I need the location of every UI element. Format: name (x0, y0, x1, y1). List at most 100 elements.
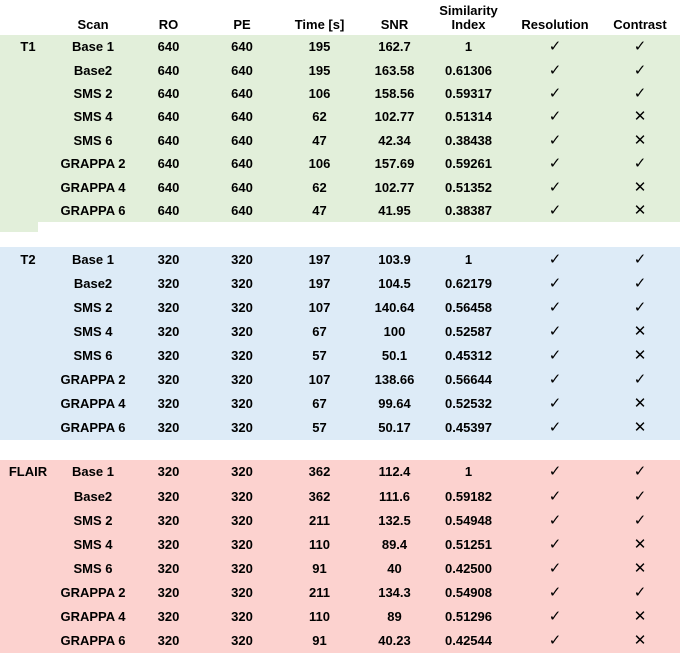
ro-cell: 320 (157, 608, 180, 624)
cross-icon: ✕ (633, 535, 647, 553)
snr-cell: 111.6 (378, 488, 411, 504)
snr-cell: 163.58 (374, 62, 415, 78)
ro-cell: 640 (157, 109, 180, 125)
check-icon: ✓ (548, 511, 562, 529)
table-header-row: Scan RO PE Time [s] SNR Similarity Index… (0, 0, 680, 35)
cross-icon: ✕ (633, 178, 647, 196)
check-icon: ✓ (633, 487, 647, 505)
pe-cell: 320 (231, 348, 253, 364)
similarity-cell: 0.45397 (445, 420, 492, 436)
snr-cell: 50.17 (378, 420, 411, 436)
cross-icon: ✕ (633, 607, 647, 625)
scan-cell: SMS 4 (73, 109, 113, 125)
scan-cell: GRAPPA 4 (60, 396, 126, 412)
pe-cell: 640 (231, 179, 253, 195)
similarity-cell: 0.56458 (445, 299, 492, 315)
snr-cell: 41.95 (378, 202, 411, 218)
time-cell: 62 (312, 179, 327, 195)
check-icon: ✓ (548, 371, 562, 389)
scan-cell: GRAPPA 2 (60, 584, 126, 600)
pe-cell: 320 (231, 536, 253, 552)
column-header-resolution: Resolution (521, 17, 589, 32)
ro-cell: 640 (157, 156, 180, 172)
check-icon: ✓ (548, 535, 562, 553)
cross-icon: ✕ (633, 131, 647, 149)
row-label-empty (0, 129, 56, 152)
check-icon: ✓ (548, 463, 562, 481)
time-cell: 47 (312, 202, 327, 218)
snr-cell: 162.7 (378, 39, 411, 55)
similarity-cell: 0.45312 (445, 348, 492, 364)
pe-cell: 320 (231, 464, 253, 480)
snr-cell: 50.1 (381, 348, 408, 364)
similarity-cell: 0.59182 (445, 488, 492, 504)
snr-cell: 134.3 (378, 584, 411, 600)
section-label-t1: T1 (20, 39, 36, 55)
check-icon: ✓ (633, 274, 647, 292)
snr-cell: 100 (383, 323, 406, 339)
cross-icon: ✕ (633, 419, 647, 437)
snr-cell: 112.4 (378, 464, 411, 480)
snr-cell: 40 (387, 560, 402, 576)
ro-cell: 320 (157, 372, 180, 388)
check-icon: ✓ (633, 155, 647, 173)
check-icon: ✓ (548, 395, 562, 413)
row-label-empty (0, 629, 56, 653)
pe-cell: 320 (231, 584, 253, 600)
pe-cell: 640 (231, 202, 253, 218)
column-header-scan: Scan (77, 17, 109, 32)
snr-cell: 157.69 (374, 156, 415, 172)
snr-cell: 89 (387, 608, 402, 624)
time-cell: 197 (308, 251, 331, 267)
time-cell: 110 (309, 608, 330, 624)
similarity-cell: 0.61306 (445, 62, 492, 78)
similarity-cell: 0.51296 (445, 608, 492, 624)
row-label-empty (0, 199, 56, 222)
ro-cell: 320 (157, 275, 180, 291)
ro-cell: 320 (157, 420, 180, 436)
ro-cell: 640 (157, 39, 180, 55)
check-icon: ✓ (548, 155, 562, 173)
ro-cell: 320 (157, 251, 180, 267)
scan-cell: GRAPPA 6 (60, 633, 126, 649)
pe-cell: 640 (231, 85, 253, 101)
pe-cell: 320 (231, 275, 253, 291)
row-label-empty (0, 295, 56, 319)
scan-cell: Base 1 (72, 464, 114, 480)
scan-cell: GRAPPA 4 (60, 179, 126, 195)
pe-cell: 320 (231, 608, 253, 624)
time-cell: 47 (312, 132, 327, 148)
check-icon: ✓ (548, 38, 562, 56)
check-icon: ✓ (548, 559, 562, 577)
snr-cell: 140.64 (374, 299, 415, 315)
ro-cell: 320 (157, 299, 180, 315)
time-cell: 91 (312, 560, 327, 576)
cross-icon: ✕ (633, 201, 647, 219)
check-icon: ✓ (548, 201, 562, 219)
check-icon: ✓ (633, 61, 647, 79)
similarity-cell: 1 (464, 464, 473, 480)
similarity-cell: 0.54948 (445, 512, 492, 528)
snr-cell: 104.5 (378, 275, 411, 291)
pe-cell: 320 (231, 396, 253, 412)
similarity-cell: 0.52532 (445, 396, 492, 412)
scan-cell: GRAPPA 4 (60, 608, 126, 624)
column-header-time: Time [s] (294, 17, 345, 32)
check-icon: ✓ (548, 583, 562, 601)
scan-cell: Base 1 (72, 39, 114, 55)
ro-cell: 640 (157, 202, 180, 218)
ro-cell: 320 (157, 584, 180, 600)
column-header-ro: RO (158, 17, 179, 32)
time-cell: 107 (308, 299, 331, 315)
time-cell: 67 (312, 396, 327, 412)
check-icon: ✓ (548, 487, 562, 505)
time-cell: 57 (312, 348, 327, 364)
pe-cell: 320 (231, 488, 253, 504)
check-icon: ✓ (633, 463, 647, 481)
scan-cell: GRAPPA 6 (60, 420, 126, 436)
ro-cell: 320 (157, 396, 180, 412)
pe-cell: 640 (231, 39, 253, 55)
similarity-cell: 0.38387 (445, 202, 492, 218)
ro-cell: 640 (157, 85, 180, 101)
check-icon: ✓ (548, 347, 562, 365)
